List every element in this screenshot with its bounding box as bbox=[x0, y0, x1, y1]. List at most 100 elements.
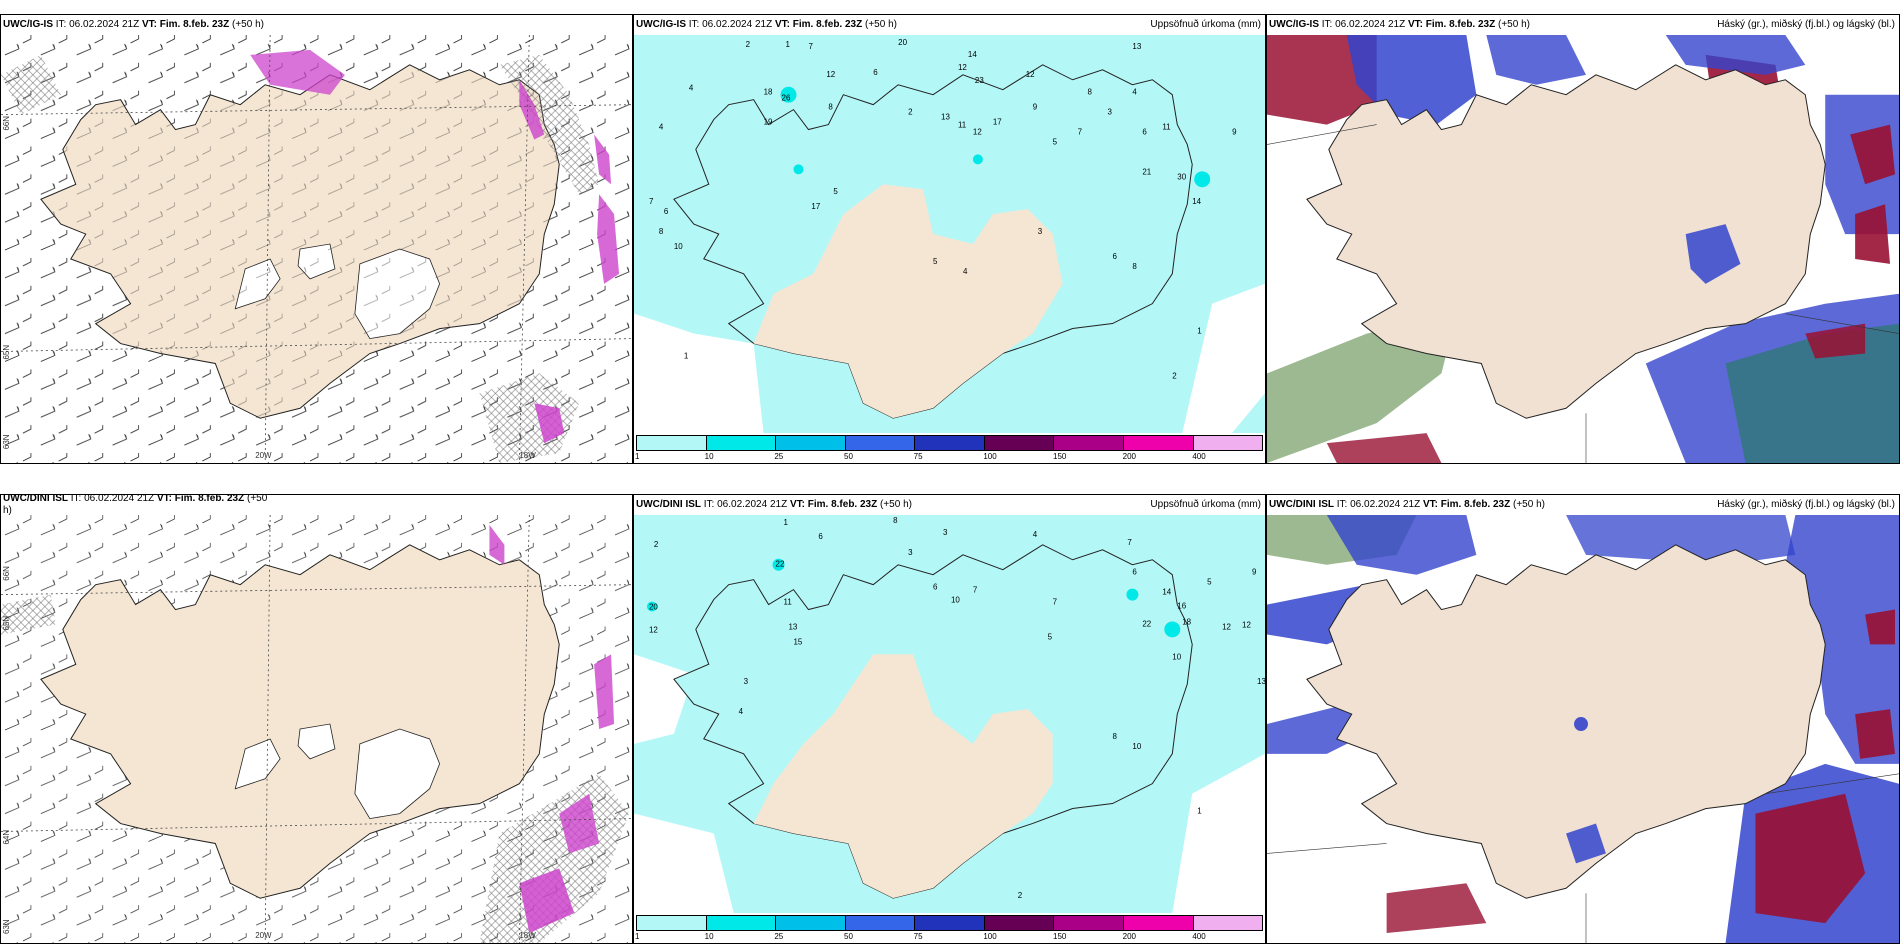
precip-value: 6 bbox=[664, 207, 669, 216]
vt-value: Fim. 8.feb. 23Z bbox=[792, 19, 863, 30]
legend-label: 75 bbox=[913, 452, 923, 461]
precip-value: 7 bbox=[808, 42, 813, 51]
lon-label: 20W bbox=[255, 931, 272, 940]
precip-value: 8 bbox=[828, 103, 833, 112]
it-value: 06.02.2024 21Z bbox=[717, 499, 788, 510]
vt-label: VT: bbox=[156, 494, 172, 504]
legend-label: 100 bbox=[983, 932, 997, 941]
dry-land-area bbox=[753, 654, 1053, 899]
forecast-offset: (+50 h) bbox=[1498, 19, 1530, 30]
wind-map: 66N 65N 64N 63N 20W 18W bbox=[1, 515, 632, 943]
precip-value: 2 bbox=[1018, 891, 1023, 900]
precip-value: 13 bbox=[789, 622, 798, 631]
precip-value: 4 bbox=[1132, 88, 1137, 97]
map-panel-bottom-middle: UWC/DINI ISL IT: 06.02.2024 21Z VT: Fim.… bbox=[633, 494, 1266, 944]
lat-label: 66N bbox=[2, 116, 11, 131]
precip-value: 9 bbox=[1033, 103, 1038, 112]
legend-label: 200 bbox=[1122, 932, 1137, 941]
precip-value: 5 bbox=[933, 257, 938, 266]
precip-value: 3 bbox=[908, 548, 913, 557]
precip-value: 7 bbox=[1127, 538, 1132, 547]
precip-value: 1 bbox=[786, 40, 791, 49]
precip-value: 6 bbox=[873, 68, 878, 77]
it-label: IT: bbox=[55, 19, 67, 30]
vt-value: Fim. 8.feb. 23Z bbox=[1440, 499, 1511, 510]
precip-value: 4 bbox=[689, 84, 694, 93]
panel-header: UWC/DINI ISL IT: 06.02.2024 21Z VT: Fim.… bbox=[1, 494, 632, 509]
precip-value: 10 bbox=[1132, 742, 1141, 751]
wind-map: 66N 65N 63N 20W 18W bbox=[1, 35, 632, 463]
lat-label: 65N bbox=[2, 345, 11, 360]
panel-header: UWC/DINI ISL IT: 06.02.2024 21Z VT: Fim.… bbox=[1267, 495, 1899, 515]
precip-value: 15 bbox=[793, 637, 802, 646]
precip-value: 14 bbox=[1192, 197, 1201, 206]
vt-label: VT: bbox=[141, 19, 157, 30]
precip-value: 7 bbox=[649, 197, 654, 206]
precip-value: 3 bbox=[744, 677, 749, 686]
panel-header: UWC/DINI ISL IT: 06.02.2024 21Z VT: Fim.… bbox=[634, 495, 1265, 515]
pink-cells bbox=[250, 49, 345, 95]
it-value: 06.02.2024 21Z bbox=[1350, 499, 1421, 510]
vt-label: VT: bbox=[1422, 499, 1438, 510]
precip-value: 6 bbox=[1112, 252, 1117, 261]
precip-value: 5 bbox=[833, 187, 838, 196]
precip-value: 12 bbox=[826, 70, 835, 79]
precip-value: 18 bbox=[764, 88, 773, 97]
map-area: 2 1 7 20 12 14 4 6 12 23 12 13 4 18 26 1… bbox=[634, 35, 1265, 433]
panel-header: UWC/IG-IS IT: 06.02.2024 21Z VT: Fim. 8.… bbox=[1, 15, 632, 35]
precip-legend: 1 10 25 50 75 100 150 200 400 bbox=[634, 913, 1265, 943]
model-name: UWC/IG-IS bbox=[1269, 19, 1319, 30]
legend-colorbar bbox=[636, 435, 1263, 451]
lat-label: 64N bbox=[2, 830, 11, 845]
iceland-landmass bbox=[1306, 64, 1826, 419]
lon-label: 20W bbox=[255, 451, 272, 460]
legend-label: 50 bbox=[844, 932, 853, 941]
precip-value: 3 bbox=[943, 528, 948, 537]
legend-swatch bbox=[1054, 916, 1124, 930]
legend-label: 1 bbox=[635, 932, 640, 941]
it-label: IT: bbox=[1336, 499, 1348, 510]
map-title: Uppsöfnuð úrkoma (mm) bbox=[1150, 19, 1261, 30]
panel-header: UWC/IG-IS IT: 06.02.2024 21Z VT: Fim. 8.… bbox=[634, 15, 1265, 35]
precip-value: 8 bbox=[659, 227, 664, 236]
legend-swatch bbox=[1123, 436, 1194, 450]
precip-value: 12 bbox=[973, 128, 982, 137]
model-name: UWC/DINI ISL bbox=[3, 494, 68, 504]
precip-value: 8 bbox=[893, 516, 898, 525]
precip-value: 11 bbox=[1162, 123, 1171, 132]
it-value: 06.02.2024 21Z bbox=[702, 19, 773, 30]
legend-swatch bbox=[1193, 916, 1263, 930]
precip-value: 12 bbox=[958, 63, 967, 72]
it-value: 06.02.2024 21Z bbox=[84, 494, 155, 504]
precip-value: 17 bbox=[811, 202, 820, 211]
legend-swatch bbox=[1193, 436, 1263, 450]
precip-value: 3 bbox=[1107, 108, 1112, 117]
precip-value: 2 bbox=[1172, 371, 1177, 380]
precip-value: 13 bbox=[1132, 42, 1141, 51]
iceland-landmass bbox=[40, 544, 560, 899]
precip-value: 13 bbox=[941, 113, 950, 122]
legend-label: 150 bbox=[1053, 452, 1067, 461]
legend-swatch bbox=[776, 916, 846, 930]
legend-swatch bbox=[984, 436, 1055, 450]
vt-label: VT: bbox=[1407, 19, 1423, 30]
map-title: Uppsöfnuð úrkoma (mm) bbox=[1150, 499, 1261, 510]
precip-values: 2 1 7 20 12 14 4 6 12 23 12 13 4 18 26 1… bbox=[649, 38, 1237, 380]
forecast-offset: (+50 bbox=[247, 494, 268, 504]
it-value: 06.02.2024 21Z bbox=[69, 19, 140, 30]
legend-label: 150 bbox=[1053, 932, 1067, 941]
precip-value: 7 bbox=[973, 586, 978, 595]
vt-value: Fim. 8.feb. 23Z bbox=[1425, 19, 1496, 30]
pink-cells bbox=[489, 524, 505, 565]
legend-swatch bbox=[637, 436, 707, 450]
map-area: 1 8 2 6 3 4 7 3 9 6 10 7 20 12 11 22 13 … bbox=[634, 515, 1265, 913]
legend-swatch bbox=[915, 916, 985, 930]
precip-value: 2 bbox=[654, 540, 659, 549]
precip-value: 2 bbox=[908, 108, 913, 117]
lat-label: 63N bbox=[2, 434, 11, 449]
precip-value: 11 bbox=[784, 598, 793, 607]
precip-value: 13 bbox=[1257, 677, 1265, 686]
precip-value: 1 bbox=[1197, 327, 1202, 336]
model-name: UWC/DINI ISL bbox=[1269, 499, 1334, 510]
legend-label: 200 bbox=[1122, 452, 1137, 461]
